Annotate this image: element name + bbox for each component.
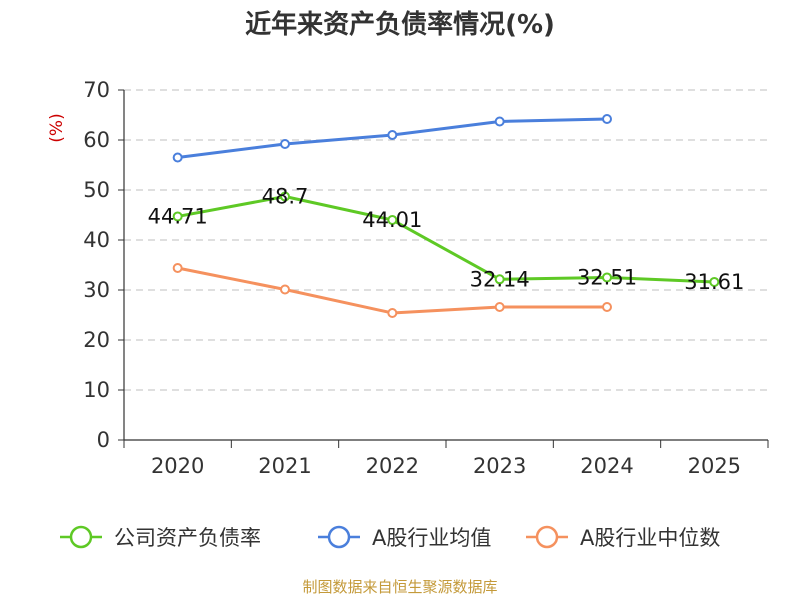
data-point <box>494 302 505 312</box>
y-tick-label: 10 <box>83 378 110 402</box>
chart-title: 近年来资产负债率情况(%) <box>245 9 555 40</box>
data-point <box>709 276 720 287</box>
x-tick-label: 2020 <box>151 454 204 478</box>
data-label: 48.7 <box>262 185 309 209</box>
series-layer <box>172 114 720 318</box>
legend-item-1[interactable]: A股行业均值 <box>318 525 491 550</box>
data-point <box>172 211 183 222</box>
legend-item-2[interactable]: A股行业中位数 <box>526 525 720 550</box>
legend-label: A股行业中位数 <box>580 526 720 550</box>
y-tick-label: 40 <box>83 228 110 252</box>
y-tick-label: 0 <box>97 428 110 452</box>
data-label: 32.14 <box>470 267 530 291</box>
data-point <box>280 191 290 202</box>
data-labels: 44.71 48.7 44.01 32.14 32.51 31.61 <box>148 185 745 294</box>
data-point <box>494 116 505 127</box>
gridlines <box>124 89 768 391</box>
legend-marker <box>535 525 559 549</box>
y-axis-unit: (%) <box>47 113 67 142</box>
data-label: 44.01 <box>362 208 422 232</box>
x-tick-label: 2025 <box>688 454 741 478</box>
legend-label: 公司资产负债率 <box>114 526 261 550</box>
legend-label: A股行业均值 <box>372 526 491 550</box>
series-line-0 <box>177 195 715 284</box>
data-point <box>387 214 398 225</box>
data-point <box>280 139 290 149</box>
x-tick-label: 2022 <box>366 454 419 478</box>
legend: 公司资产负债率 A股行业均值 A股行业中位数 <box>60 525 720 550</box>
y-tick-label: 50 <box>83 178 110 202</box>
data-label: 44.71 <box>148 204 208 228</box>
y-tick-label: 20 <box>83 328 110 352</box>
data-point <box>494 274 505 285</box>
source-note: 制图数据来自恒生聚源数据库 <box>302 578 497 596</box>
data-point <box>172 263 183 273</box>
data-point <box>602 272 612 283</box>
axes: 0 10 20 30 40 50 60 70 2020 2021 2022 2023 2024 2025 <box>83 78 769 478</box>
y-tick-label: 30 <box>83 278 110 302</box>
data-label: 32.51 <box>577 265 637 289</box>
x-tick-label: 2024 <box>580 454 633 478</box>
data-point <box>172 152 183 163</box>
legend-marker <box>327 525 351 549</box>
data-point <box>602 302 612 312</box>
x-tick-label: 2021 <box>258 454 311 478</box>
data-point <box>387 130 398 140</box>
data-point <box>602 114 612 124</box>
data-point <box>387 308 398 318</box>
x-tick-label: 2023 <box>473 454 526 478</box>
y-tick-label: 60 <box>83 128 110 152</box>
legend-item-0[interactable]: 公司资产负债率 <box>60 525 261 550</box>
data-label: 31.61 <box>684 270 744 294</box>
y-tick-label: 70 <box>83 78 110 102</box>
legend-marker <box>69 525 93 549</box>
data-point <box>280 284 290 295</box>
